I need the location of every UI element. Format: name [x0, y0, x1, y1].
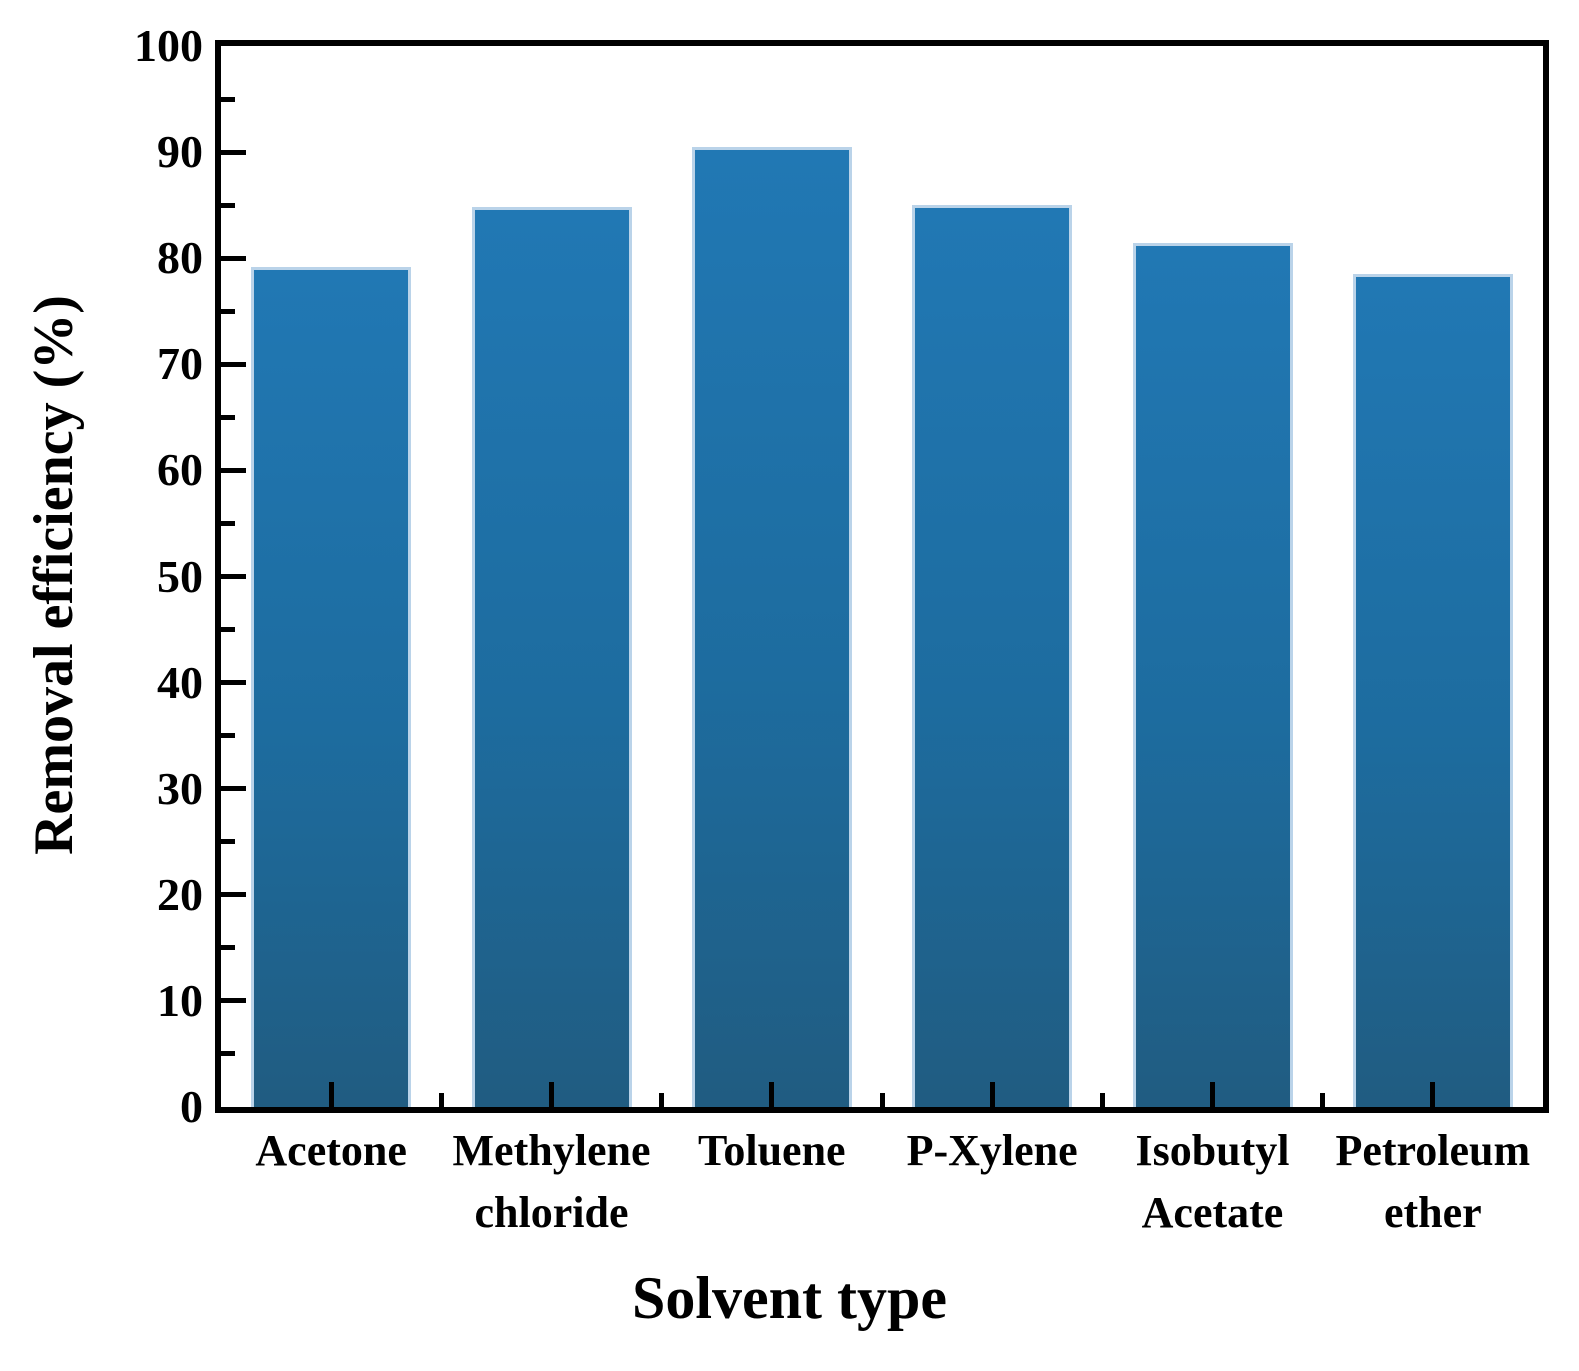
x-tick-minor — [1320, 1093, 1326, 1107]
y-tick-major — [221, 574, 246, 579]
x-tick-minor — [1099, 1093, 1105, 1107]
y-tick-label-70: 70 — [157, 338, 203, 390]
y-tick-label-100: 100 — [134, 20, 203, 71]
bar-isobutyl-acetate — [1132, 243, 1293, 1107]
x-category-label-toluene: Toluene — [698, 1126, 846, 1175]
x-category-label-methylene-chloride: Methylene chloride — [452, 1126, 651, 1237]
y-tick-major — [221, 149, 246, 155]
bar-methylene-chloride — [471, 207, 632, 1107]
y-tick-minor — [221, 520, 235, 526]
y-tick-label-90: 90 — [157, 126, 203, 178]
x-category-label-p-xylene: P-Xylene — [906, 1126, 1078, 1175]
y-tick-label-0: 0 — [180, 1081, 203, 1132]
x-tick-minor — [879, 1093, 885, 1107]
bar-toluene — [691, 146, 852, 1107]
plot-frame — [215, 40, 1549, 1113]
x-tick-major — [989, 1082, 995, 1107]
y-tick-major — [221, 680, 246, 686]
x-axis-title: Solvent type — [632, 1265, 947, 1331]
bars-layer — [221, 46, 1543, 1107]
bar-acetone — [251, 266, 412, 1107]
y-tick-major — [221, 892, 246, 898]
bar-petroleum-ether — [1352, 274, 1513, 1107]
x-category-label-acetone: Acetone — [255, 1126, 407, 1175]
y-tick-major — [221, 998, 246, 1004]
x-tick-major — [1210, 1082, 1215, 1107]
y-tick-major — [221, 361, 246, 367]
y-tick-minor — [221, 839, 235, 845]
x-tick-major — [549, 1082, 554, 1107]
y-tick-minor — [221, 733, 235, 739]
y-tick-label-40: 40 — [157, 656, 203, 708]
y-tick-minor — [221, 627, 235, 633]
y-tick-label-10: 10 — [157, 974, 203, 1026]
y-tick-label-80: 80 — [157, 232, 203, 284]
x-tick-major — [328, 1082, 334, 1107]
y-tick-major — [221, 786, 246, 792]
y-tick-minor — [221, 414, 235, 420]
y-tick-label-50: 50 — [157, 550, 203, 602]
x-tick-minor — [659, 1093, 665, 1107]
y-tick-label-20: 20 — [157, 868, 203, 920]
y-tick-label-30: 30 — [157, 762, 203, 814]
y-tick-minor — [221, 202, 235, 208]
ticks-layer — [221, 46, 1543, 1107]
x-tick-major — [1430, 1082, 1436, 1107]
x-category-label-isobutyl-acetate: Isobutyl Acetate — [1135, 1126, 1290, 1237]
y-tick-major — [221, 467, 246, 473]
y-tick-major — [221, 255, 246, 261]
y-tick-minor — [221, 96, 235, 102]
x-category-label-petroleum-ether: Petroleum ether — [1335, 1126, 1531, 1237]
y-tick-minor — [221, 945, 235, 951]
y-tick-label-60: 60 — [157, 444, 203, 496]
bar-p-xylene — [912, 205, 1073, 1107]
x-tick-minor — [438, 1093, 444, 1107]
y-tick-minor — [221, 1051, 235, 1057]
x-tick-major — [769, 1082, 775, 1107]
y-tick-minor — [221, 308, 235, 314]
